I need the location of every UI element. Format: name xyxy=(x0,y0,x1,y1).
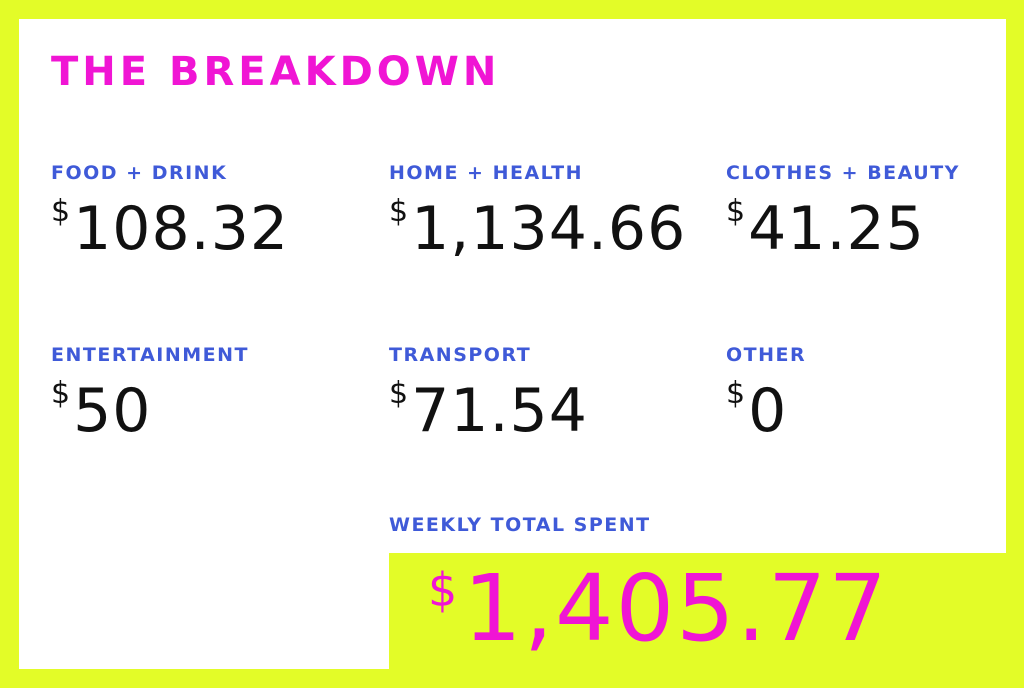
category-other: OTHER $0 xyxy=(726,344,807,442)
category-amount: $71.54 xyxy=(389,379,588,442)
category-transport: TRANSPORT $71.54 xyxy=(389,344,588,442)
category-amount: $41.25 xyxy=(726,197,960,260)
category-food-drink: FOOD + DRINK $108.32 xyxy=(51,162,289,260)
currency-symbol: $ xyxy=(389,194,410,229)
currency-symbol: $ xyxy=(726,194,747,229)
category-entertainment: ENTERTAINMENT $50 xyxy=(51,344,250,442)
amount-value: 108.32 xyxy=(73,194,290,264)
category-label: OTHER xyxy=(726,344,807,366)
category-amount: $50 xyxy=(51,379,249,442)
category-label: TRANSPORT xyxy=(389,344,532,366)
total-highlight-block xyxy=(389,553,1024,688)
total-amount-value: 1,405.77 xyxy=(463,555,889,662)
category-label: CLOTHES + BEAUTY xyxy=(726,162,960,184)
currency-symbol: $ xyxy=(389,376,410,411)
currency-symbol: $ xyxy=(428,563,460,617)
page-title: THE BREAKDOWN xyxy=(51,49,501,95)
category-clothes-beauty: CLOTHES + BEAUTY $41.25 xyxy=(726,162,960,260)
amount-value: 1,134.66 xyxy=(411,194,687,264)
category-label: FOOD + DRINK xyxy=(51,162,228,184)
category-amount: $0 xyxy=(726,379,806,442)
amount-value: 41.25 xyxy=(748,194,925,264)
category-amount: $1,134.66 xyxy=(389,197,686,260)
total-label: WEEKLY TOTAL SPENT xyxy=(389,514,651,536)
total-amount: $1,405.77 xyxy=(428,563,889,655)
category-label: HOME + HEALTH xyxy=(389,162,583,184)
amount-value: 71.54 xyxy=(411,376,588,446)
currency-symbol: $ xyxy=(726,376,747,411)
amount-value: 0 xyxy=(748,376,788,446)
category-home-health: HOME + HEALTH $1,134.66 xyxy=(389,162,686,260)
currency-symbol: $ xyxy=(51,194,72,229)
category-label: ENTERTAINMENT xyxy=(51,344,250,366)
currency-symbol: $ xyxy=(51,376,72,411)
category-amount: $108.32 xyxy=(51,197,289,260)
amount-value: 50 xyxy=(73,376,152,446)
